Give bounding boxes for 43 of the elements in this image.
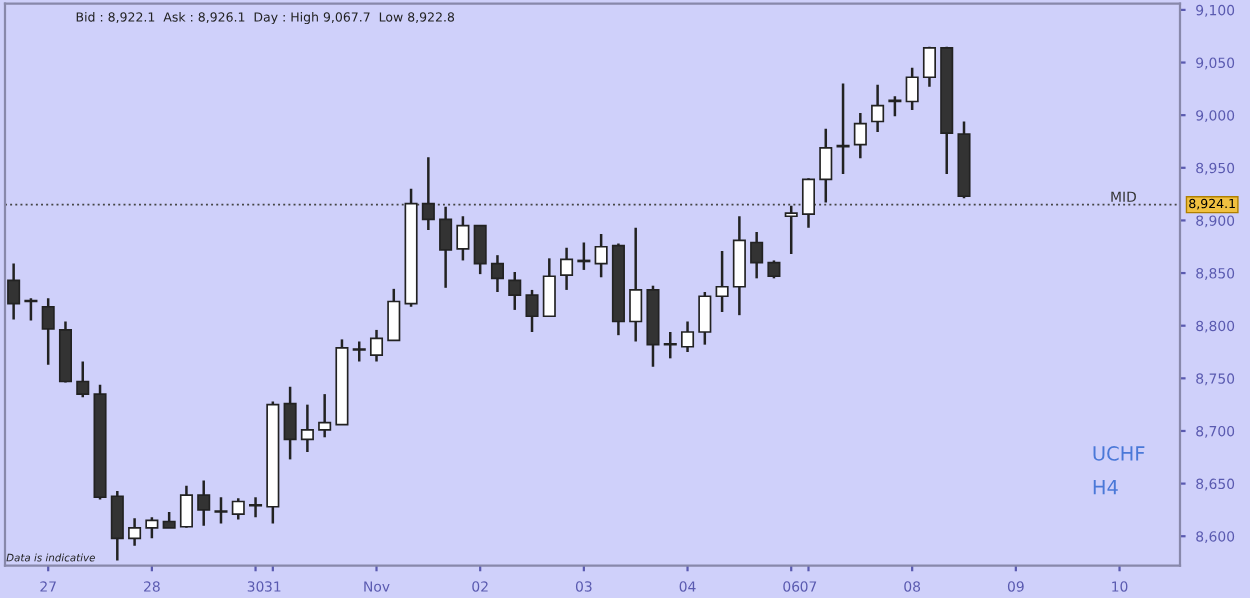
candlestick (41, 297, 55, 366)
candlestick (490, 253, 505, 294)
candlestick (525, 288, 539, 334)
candlestick (249, 496, 263, 519)
candlestick (179, 484, 193, 530)
annotation: UCHF (1093, 446, 1145, 461)
candlestick (421, 156, 435, 232)
candlestick (369, 328, 384, 363)
candlestick (801, 177, 816, 230)
candlestick (819, 127, 833, 204)
candlestick (456, 214, 470, 262)
candlestick (387, 287, 401, 342)
candlestick (197, 479, 211, 527)
candlestick (300, 403, 314, 454)
candlestick (594, 232, 608, 279)
annotation: H4 (1093, 480, 1118, 495)
candlestick (922, 45, 936, 88)
candlestick (750, 230, 764, 280)
candlestick (231, 497, 245, 521)
candlestick (629, 226, 643, 343)
candlestick (283, 385, 297, 461)
candlestick (76, 360, 90, 399)
candlestick (473, 224, 487, 276)
candlestick (784, 204, 798, 256)
candlestick (905, 66, 919, 112)
candlestick (542, 257, 556, 318)
candlestick (128, 517, 142, 547)
candlestick (732, 214, 746, 317)
candlestick (352, 340, 366, 363)
candlestick (145, 516, 159, 540)
candlestick (439, 205, 453, 290)
candlestick (508, 270, 522, 312)
candlestick (680, 320, 695, 354)
candlestick (871, 83, 885, 134)
candlestick (698, 290, 712, 346)
candlestick (318, 392, 332, 439)
candlestick (7, 262, 21, 321)
candlestick (110, 489, 124, 562)
candlestick (853, 111, 867, 160)
candlestick (715, 249, 729, 314)
candlestick (560, 246, 574, 292)
candlestick (214, 496, 228, 525)
candlestick (836, 82, 850, 176)
